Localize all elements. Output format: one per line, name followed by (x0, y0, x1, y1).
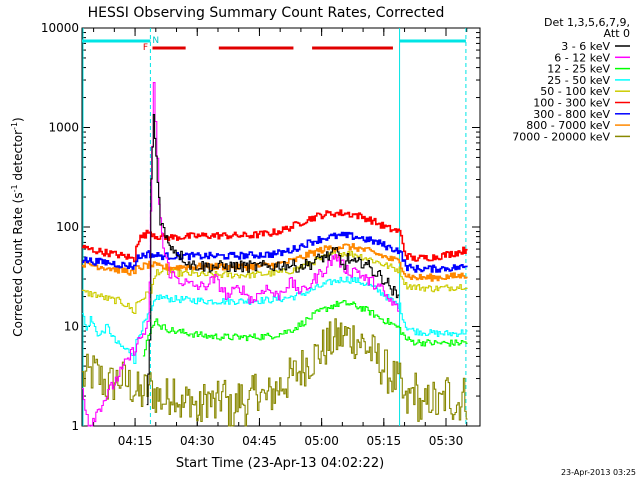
y-axis-label: Corrected Count Rate (s-1 detector-1) (10, 117, 25, 336)
y-axis-label-part-1: Corrected Count Rate (s (11, 192, 25, 336)
legend-header-line-2: Att 0 (604, 27, 630, 40)
x-tick-label: 04:30 (180, 434, 215, 448)
legend-label: 7000 - 20000 keV (512, 130, 610, 143)
timestamp: 23-Apr-2013 03:25 (561, 468, 636, 477)
x-axis-label: Start Time (23-Apr-13 04:02:22) (176, 456, 384, 471)
legend-label: 6 - 12 keV (554, 51, 610, 64)
y-tick-label: 10000 (41, 21, 79, 35)
legend-header-line-1: Det 1,3,5,6,7,9, (544, 16, 630, 29)
x-tick-label: 04:45 (242, 434, 277, 448)
series-line-12-25keV (142, 299, 468, 357)
y-tick-labels: 1 10 100 1000 10000 (41, 21, 79, 433)
legend-label: 100 - 300 keV (533, 97, 610, 110)
chart-title: HESSI Observing Summary Count Rates, Cor… (88, 5, 445, 21)
legend-label: 25 - 50 keV (547, 74, 610, 87)
plot-frame (81, 27, 481, 427)
y-tick-label: 1 (71, 419, 79, 433)
y-tick-label: 1000 (48, 121, 79, 135)
y-axis-label-sup-1: -1 (10, 184, 19, 192)
legend-label: 800 - 7000 keV (526, 119, 610, 132)
legend-label: 12 - 25 keV (547, 63, 610, 76)
flag-f-label: F (143, 43, 148, 53)
series-line-100-300keV (82, 209, 468, 263)
x-tick-label: 05:00 (304, 434, 339, 448)
y-axis-label-sup-2: -1 (10, 122, 19, 130)
x-tick-labels: 04:15 04:30 04:45 05:00 05:15 05:30 (118, 434, 464, 448)
series-line-3-6keV (146, 113, 400, 406)
series-lines (82, 82, 468, 427)
y-tick-label: 100 (56, 220, 79, 234)
legend-label: 300 - 800 keV (533, 108, 610, 121)
x-tick-label: 05:15 (367, 434, 402, 448)
y-tick-label: 10 (64, 320, 79, 334)
x-tick-label: 04:15 (118, 434, 153, 448)
observing-flags: FN (82, 28, 467, 426)
series-line-25-50keV (82, 276, 468, 364)
legend-label: 3 - 6 keV (561, 40, 610, 53)
x-tick-label: 05:30 (429, 434, 464, 448)
plot-area: FN (81, 27, 481, 427)
y-axis-label-part-3: ) (11, 117, 25, 122)
legend-label: 50 - 100 keV (540, 85, 610, 98)
series-line-800-7000keV (82, 243, 468, 282)
series-line-300-800keV (82, 231, 468, 273)
axis-ticks (82, 27, 480, 427)
series-line-6-12keV (82, 82, 400, 427)
y-axis-label-part-2: detector (11, 130, 25, 185)
flag-n-label: N (152, 36, 159, 46)
series-line-50-100keV (82, 250, 468, 315)
series-line-7000-20000keV (82, 318, 468, 427)
